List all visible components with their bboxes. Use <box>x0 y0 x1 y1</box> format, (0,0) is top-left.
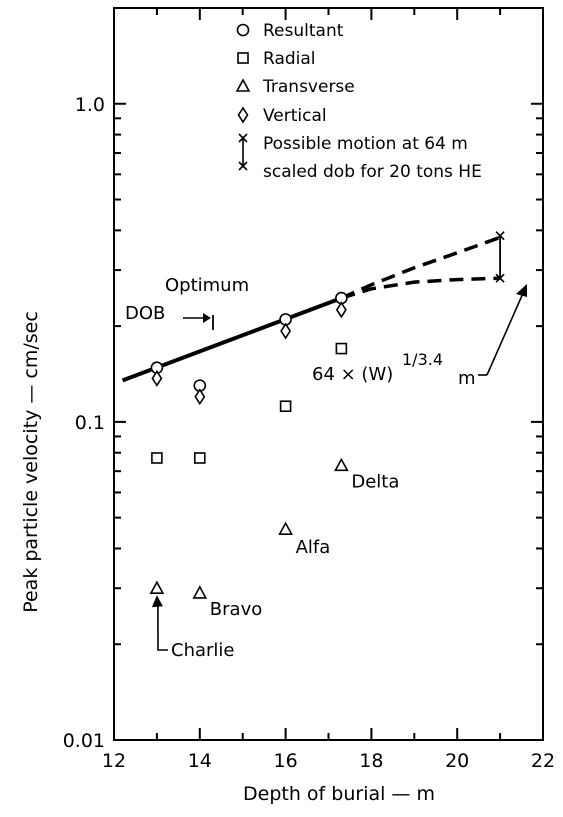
charlie-arrow <box>157 603 168 651</box>
x-tick-label: 20 <box>445 750 469 772</box>
legend-symbol-resultant <box>236 23 250 37</box>
y-tick-label: 0.1 <box>75 412 105 434</box>
shot-label-delta: Delta <box>351 471 399 492</box>
legend-symbol-vertical <box>237 106 249 124</box>
dashed-lower-extrapolation <box>340 276 501 300</box>
data-point-radial <box>335 342 348 355</box>
x-marker-stroke <box>238 133 248 143</box>
charlie-arrowhead <box>151 595 163 608</box>
x-marker-stroke <box>238 161 248 171</box>
data-point-radial <box>194 452 206 464</box>
possible-motion-low-marker <box>495 273 505 283</box>
data-point-transverse <box>192 585 208 599</box>
scaled-formula-exponent: 1/3.4 <box>402 350 443 369</box>
x-axis-label: Depth of burial — m <box>243 783 435 805</box>
data-point-transverse <box>278 521 293 535</box>
scaled-formula-main: 64 × (W) <box>312 364 393 385</box>
formula-arrow <box>486 290 525 376</box>
dashed-upper-extrapolation <box>340 235 501 300</box>
y-axis-label: Peak particle velocity — cm/sec <box>20 311 42 613</box>
data-point-radial <box>279 400 292 413</box>
scaled-formula-unit: m <box>458 368 476 389</box>
data-point-vertical <box>280 322 292 340</box>
x-marker-stroke <box>495 273 505 283</box>
shot-label-bravo: Bravo <box>210 599 262 620</box>
x-tick-label: 18 <box>359 750 383 772</box>
data-point-radial <box>151 452 163 464</box>
shot-label-alfa: Alfa <box>296 537 331 558</box>
x-marker-stroke <box>495 231 505 241</box>
data-point-vertical <box>335 301 347 319</box>
legend-label-transverse: Transverse <box>262 77 355 97</box>
legend-symbol-possible-motion-bottom <box>238 161 248 171</box>
possible-motion-high-marker <box>495 231 505 241</box>
data-point-transverse <box>149 580 165 595</box>
optimum-label-line1: Optimum <box>165 275 249 296</box>
y-tick-label: 0.01 <box>63 730 105 752</box>
legend-label-possible-motion-2: scaled dob for 20 tons HE <box>263 162 482 182</box>
formula-arrowhead <box>516 284 527 297</box>
x-tick-label: 12 <box>102 750 126 772</box>
optimum-dob-arrowhead <box>203 313 211 323</box>
data-point-transverse <box>334 457 349 472</box>
legend-symbol-transverse <box>235 78 251 92</box>
legend-label-vertical: Vertical <box>263 106 327 126</box>
data-point-vertical <box>151 369 163 387</box>
data-point-vertical <box>194 388 206 406</box>
shot-label-charlie: Charlie <box>171 640 234 661</box>
x-tick-label: 22 <box>531 750 555 772</box>
legend-symbol-possible-motion-top <box>238 133 248 143</box>
legend-label-radial: Radial <box>263 49 316 69</box>
x-tick-label: 14 <box>188 750 212 772</box>
y-tick-label: 1.0 <box>75 94 105 116</box>
legend-symbol-radial <box>237 52 249 64</box>
optimum-label-line2: DOB <box>125 303 165 324</box>
legend-label-resultant: Resultant <box>263 21 344 41</box>
x-tick-label: 16 <box>274 750 298 772</box>
legend-label-possible-motion-1: Possible motion at 64 m <box>263 134 468 154</box>
